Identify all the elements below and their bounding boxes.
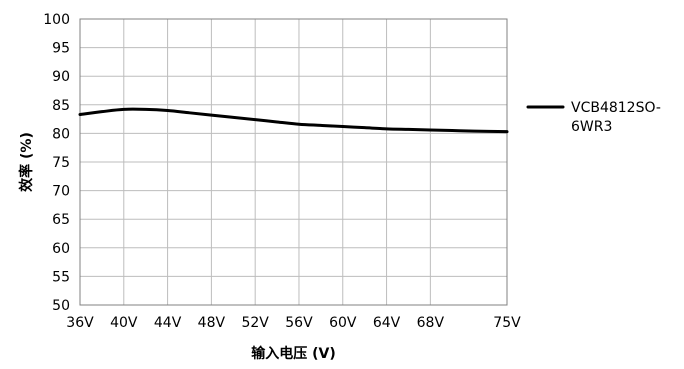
x-tick-label: 60V bbox=[329, 315, 357, 331]
y-tick-label: 70 bbox=[52, 184, 70, 200]
x-tick-label: 56V bbox=[285, 315, 313, 331]
x-tick-label: 68V bbox=[417, 315, 445, 331]
y-axis-ticks: 50 55 60 65 70 75 80 85 90 95 100 bbox=[43, 12, 70, 314]
y-tick-label: 65 bbox=[52, 212, 70, 228]
y-tick-label: 95 bbox=[52, 41, 70, 57]
x-tick-label: 36V bbox=[66, 315, 94, 331]
legend-label-continued: 6WR3 bbox=[571, 119, 612, 135]
series-layer bbox=[78, 107, 509, 134]
legend: VCB4812SO- 6WR3 bbox=[526, 100, 661, 135]
y-tick-label: 100 bbox=[43, 12, 70, 28]
x-tick-label: 48V bbox=[198, 315, 226, 331]
x-tick-label: 40V bbox=[110, 315, 138, 331]
grid bbox=[79, 18, 508, 306]
x-tick-label: 44V bbox=[154, 315, 182, 331]
legend-label: VCB4812SO- bbox=[571, 100, 661, 116]
y-axis-title: 效率 (%) bbox=[18, 132, 35, 192]
y-tick-label: 50 bbox=[52, 298, 70, 314]
plot-area-frame bbox=[79, 18, 508, 306]
y-tick-label: 85 bbox=[52, 98, 70, 114]
x-axis-ticks: 36V 40V 44V 48V 52V 56V 60V 64V 68V 75V bbox=[66, 315, 521, 331]
x-tick-label: 52V bbox=[241, 315, 269, 331]
x-tick-label: 64V bbox=[373, 315, 401, 331]
y-tick-label: 80 bbox=[52, 126, 70, 142]
y-tick-label: 90 bbox=[52, 69, 70, 85]
x-axis-title: 输入电压 (V) bbox=[251, 345, 336, 362]
y-tick-label: 75 bbox=[52, 155, 70, 171]
x-tick-label: 75V bbox=[493, 315, 521, 331]
series-line bbox=[78, 107, 509, 134]
y-tick-label: 55 bbox=[52, 269, 70, 285]
y-tick-label: 60 bbox=[52, 241, 70, 257]
